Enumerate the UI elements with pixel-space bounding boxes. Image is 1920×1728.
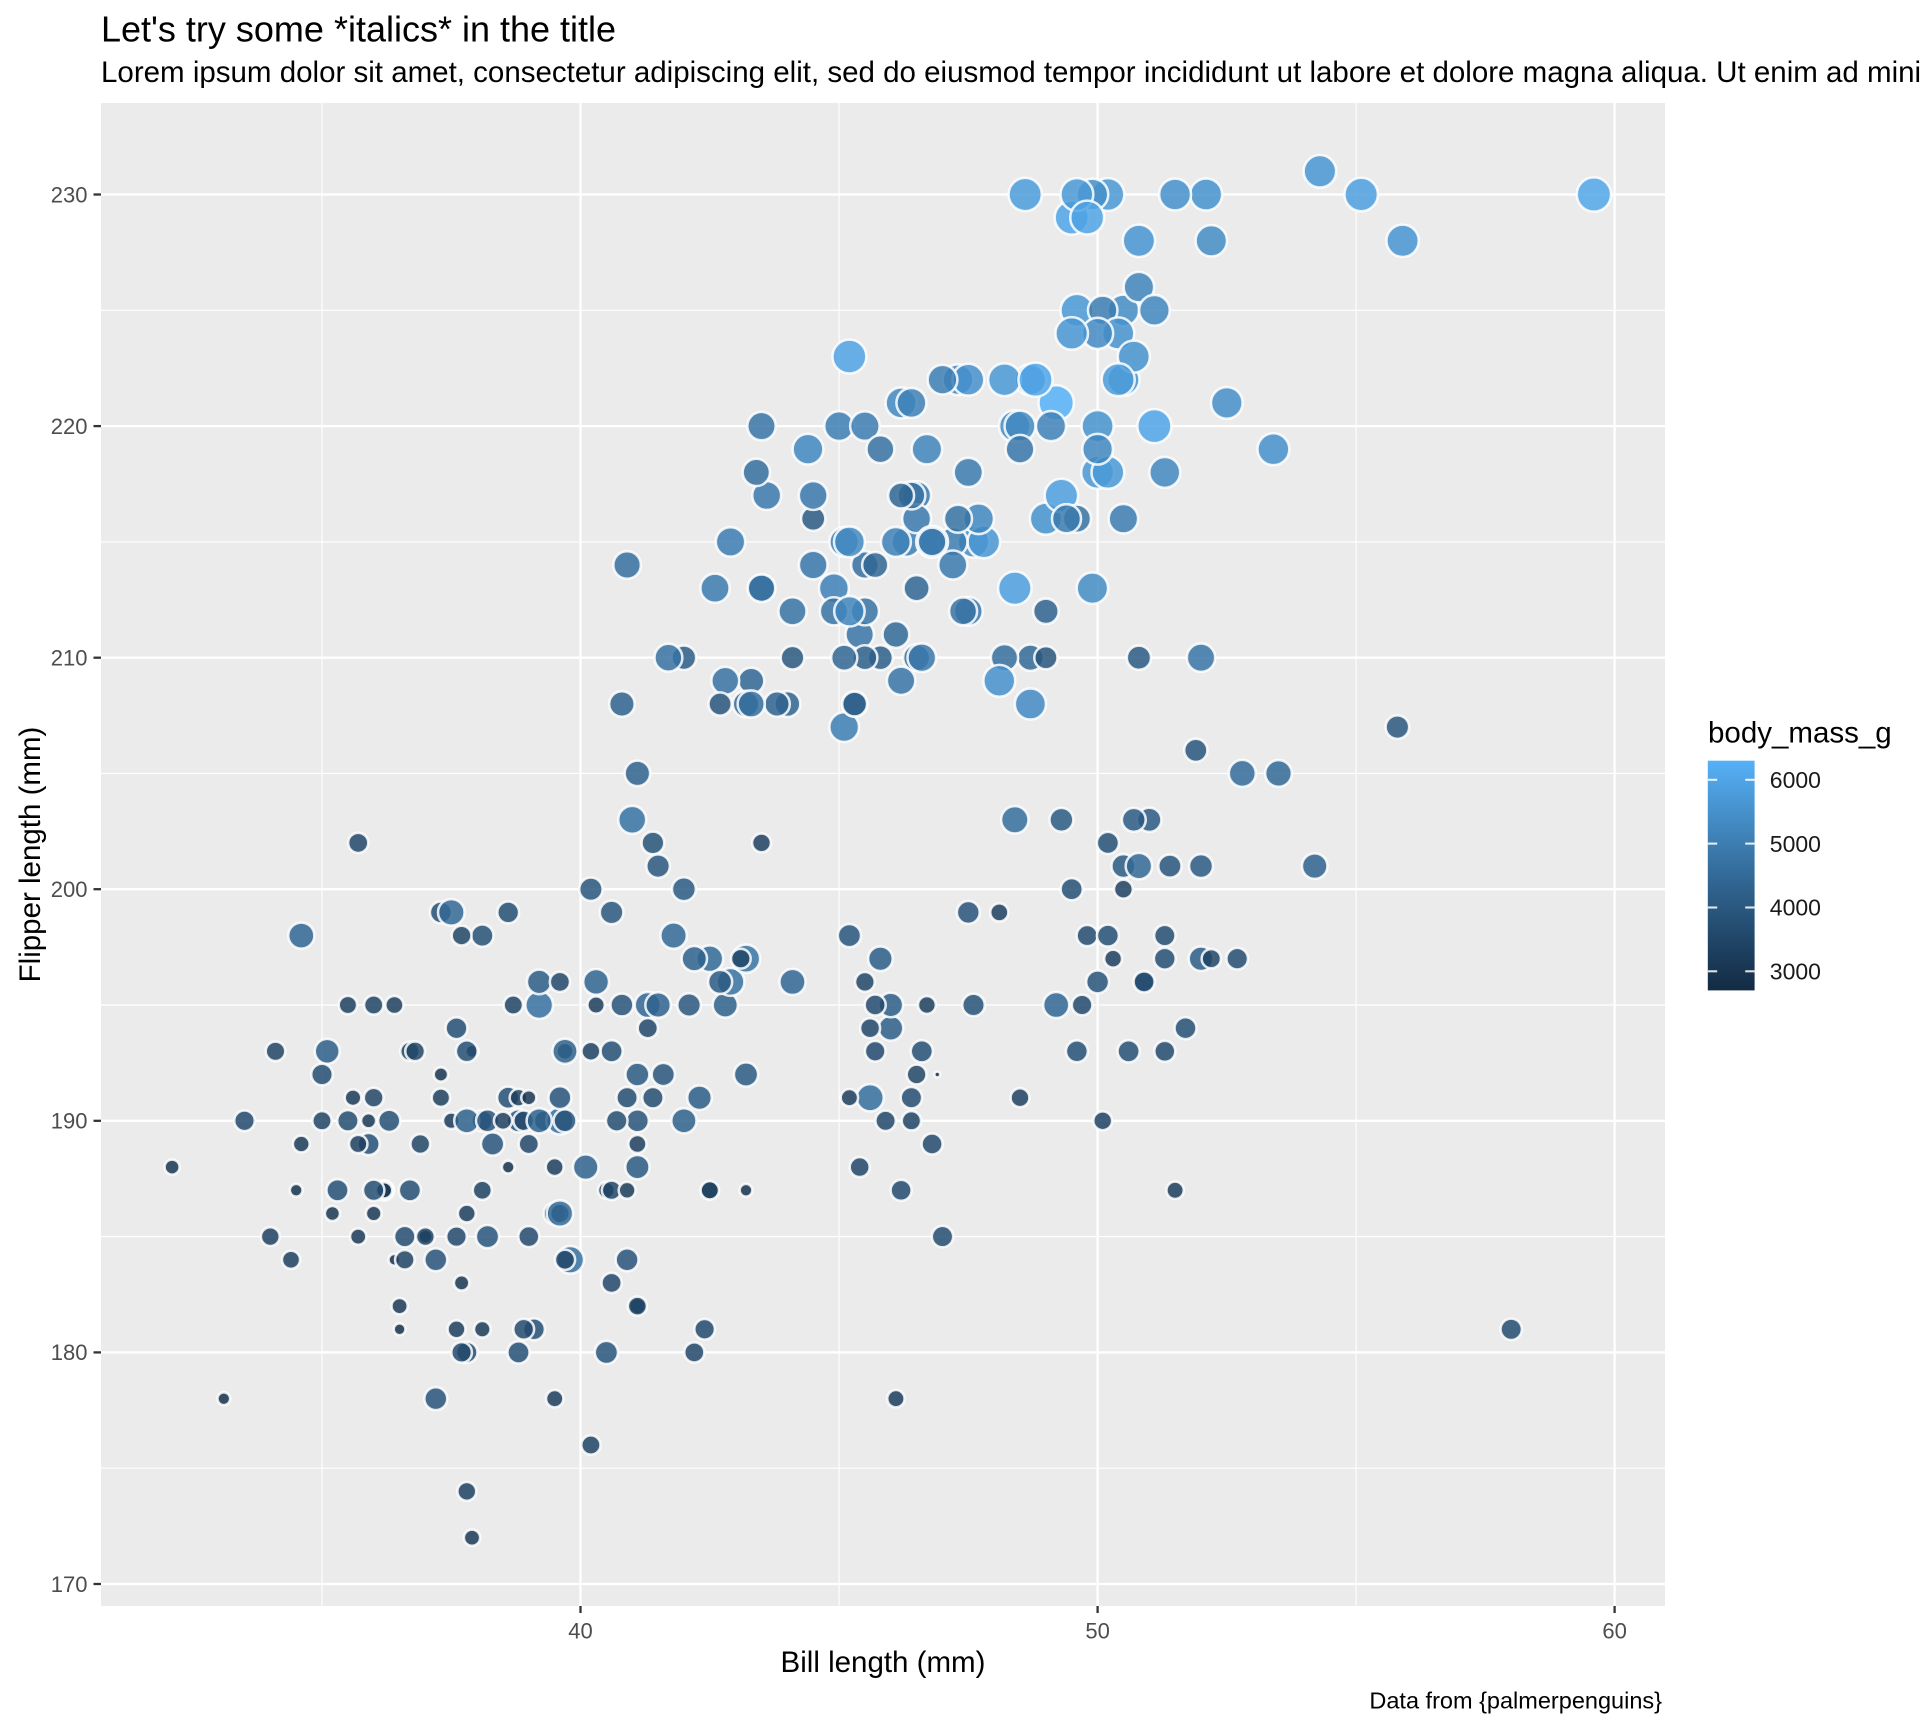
svg-text:220: 220	[51, 414, 88, 439]
svg-text:Lorem ipsum dolor sit amet, co: Lorem ipsum dolor sit amet, consectetur …	[101, 56, 1920, 89]
svg-text:230: 230	[51, 182, 88, 207]
svg-text:Data from {palmerpenguins}: Data from {palmerpenguins}	[1369, 1688, 1662, 1714]
svg-text:Bill length (mm): Bill length (mm)	[781, 1646, 986, 1679]
svg-text:40: 40	[568, 1619, 592, 1644]
svg-text:4000: 4000	[1770, 895, 1821, 921]
svg-text:Flipper length (mm): Flipper length (mm)	[14, 727, 47, 983]
svg-text:Let's try some *italics* in th: Let's try some *italics* in the title	[101, 9, 616, 50]
svg-text:200: 200	[51, 877, 88, 902]
svg-text:3000: 3000	[1770, 959, 1821, 985]
svg-text:170: 170	[51, 1572, 88, 1597]
svg-text:6000: 6000	[1770, 767, 1821, 793]
svg-text:190: 190	[51, 1109, 88, 1134]
svg-text:body_mass_g: body_mass_g	[1708, 717, 1892, 750]
svg-text:210: 210	[51, 646, 88, 671]
svg-text:50: 50	[1085, 1619, 1109, 1644]
svg-text:5000: 5000	[1770, 831, 1821, 857]
svg-text:180: 180	[51, 1340, 88, 1365]
svg-text:60: 60	[1602, 1619, 1626, 1644]
